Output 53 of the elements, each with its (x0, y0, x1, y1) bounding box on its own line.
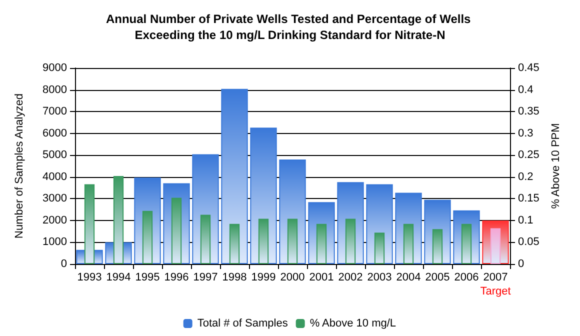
y-tick-label: 0 (60, 258, 67, 270)
y-tick-label: 1000 (42, 236, 67, 248)
y2-tick-label: 0.4 (518, 84, 534, 96)
bar (432, 229, 443, 264)
bar (200, 214, 211, 264)
y-tick-label: 9000 (42, 62, 67, 74)
x-tick-label: 2001 (309, 272, 334, 284)
y2-tick-label: 0.45 (518, 62, 540, 74)
bar (345, 218, 356, 264)
bar (142, 210, 153, 264)
y-tick-label: 6000 (42, 127, 67, 140)
bar (258, 218, 269, 264)
y-tick-label: 5000 (42, 149, 67, 162)
y2-axis-title: % Above 10 PPM (550, 123, 562, 209)
bar (374, 232, 385, 264)
x-tick-label: 1998 (222, 272, 247, 284)
chart-title: Annual Number of Private Wells Tested and Percentage of Wells Exceeding the 10 mg/L Drinking Standard for Nitrate-N (106, 12, 474, 42)
bar (229, 224, 240, 264)
y2-tick-label: 0 (518, 258, 524, 270)
bar (403, 224, 414, 264)
legend-label: Total # of Samples (197, 318, 288, 330)
x-tick-label: 2007 (483, 272, 508, 284)
y2-tick-label: 0.05 (518, 236, 540, 248)
text: Target (480, 286, 511, 298)
x-tick-label: 1994 (106, 272, 131, 284)
bar (316, 224, 327, 264)
x-tick-label: 2002 (338, 272, 363, 284)
y-tick-label: 7000 (42, 106, 67, 118)
y-tick-label: 2000 (42, 214, 67, 226)
y-tick-label: 8000 (42, 84, 67, 96)
y-tick-label: 4000 (42, 170, 67, 183)
y2-tick-label: 0.3 (518, 127, 534, 140)
x-tick-label: 1995 (135, 272, 160, 284)
y-tick-label: 3000 (42, 192, 67, 205)
legend-label: % Above 10 mg/L (310, 318, 396, 330)
x-tick-label: 1996 (164, 272, 189, 284)
bar (221, 88, 248, 264)
y2-tick-label: 0.35 (518, 106, 540, 118)
x-tick-label: 2005 (425, 272, 450, 284)
x-tick-label: 1993 (77, 272, 102, 284)
y2-tick-label: 0.25 (518, 149, 540, 162)
x-tick-label: 2000 (280, 272, 305, 284)
y2-tick-label: 0.2 (518, 170, 534, 183)
y2-tick-label: 0.1 (518, 214, 534, 226)
x-tick-label: 1997 (193, 272, 218, 284)
bar (287, 218, 298, 264)
y2-tick-label: 0.15 (518, 192, 540, 205)
x-tick-label: 2006 (454, 272, 479, 284)
x-tick-label: 1999 (251, 272, 276, 284)
bar (461, 224, 472, 264)
x-tick-label: 2003 (367, 272, 392, 284)
y-axis-title: Number of Samples Analyzed (14, 94, 26, 238)
x-tick-label: 2004 (396, 272, 421, 284)
